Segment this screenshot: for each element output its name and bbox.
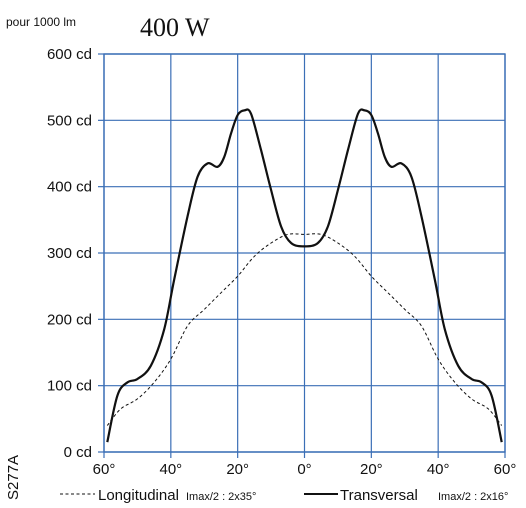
chart-subtitle: pour 1000 lm (6, 15, 76, 29)
x-tick-label: 40° (159, 461, 182, 478)
y-tick-label: 0 cd (64, 444, 92, 461)
legend-longitudinal-note: Imax/2 : 2x35° (186, 491, 256, 503)
y-tick-label: 600 cd (47, 46, 92, 63)
series-line-longitudinal (106, 233, 503, 426)
legend-transversal-note: Imax/2 : 2x16° (438, 491, 508, 503)
x-tick-label: 60° (93, 461, 116, 478)
legend-transversal-label: Transversal (340, 487, 418, 504)
y-tick-label: 100 cd (47, 378, 92, 395)
series-line-transversal (106, 108, 503, 443)
chart-title: 400 W (140, 13, 210, 42)
y-axis-ticks: 0 cd 100 cd 200 cd 300 cd 400 cd 500 cd 600 cd (47, 46, 104, 461)
x-tick-label: 0° (297, 461, 311, 478)
x-tick-label: 20° (226, 461, 249, 478)
y-tick-label: 200 cd (47, 311, 92, 328)
y-tick-label: 400 cd (47, 179, 92, 196)
x-tick-label: 40° (427, 461, 450, 478)
side-label: S277A (5, 455, 22, 500)
y-tick-label: 500 cd (47, 112, 92, 129)
y-tick-label: 300 cd (47, 245, 92, 262)
x-tick-label: 20° (360, 461, 383, 478)
legend: Longitudinal Imax/2 : 2x35° Transversal … (60, 487, 508, 504)
series-lines (106, 108, 503, 443)
x-tick-label: 60° (494, 461, 517, 478)
grid (103, 53, 506, 453)
x-axis-ticks: 60° 40° 20° 0° 20° 40° 60° (93, 452, 517, 478)
legend-longitudinal-label: Longitudinal (98, 487, 179, 504)
